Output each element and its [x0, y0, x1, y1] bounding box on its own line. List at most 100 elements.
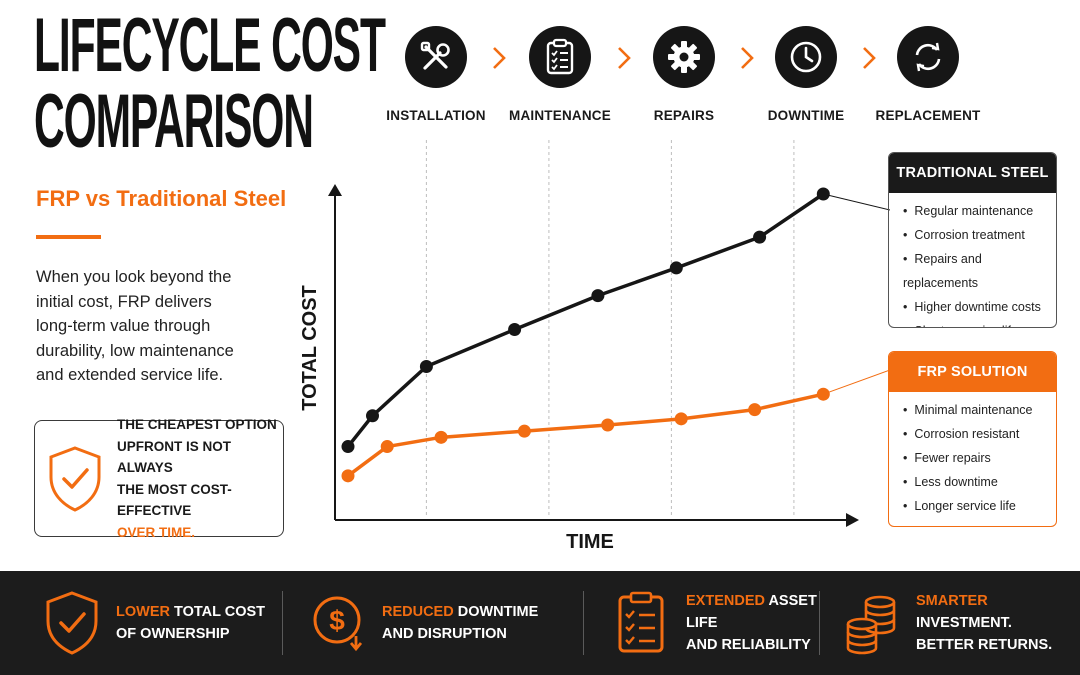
accent-divider: [36, 235, 101, 239]
legend-item: Corrosion resistant: [903, 422, 1056, 446]
legend-item: Minimal maintenance: [903, 398, 1056, 422]
svg-text:$: $: [329, 605, 345, 636]
dollar-down-icon: $: [313, 596, 363, 652]
legend-title: TRADITIONAL STEEL: [889, 153, 1056, 193]
chevron-right-icon: [493, 47, 506, 69]
title-line-1: LIFECYCLE COST: [34, 3, 386, 88]
benefit-rest: INVESTMENT.: [916, 615, 1012, 631]
benefit-text: REDUCED DOWNTIME AND DISRUPTION: [382, 601, 538, 645]
legend-item: Repairs and replacements: [903, 247, 1056, 295]
legend-item: Higher downtime costs: [903, 295, 1056, 319]
frp-solution-point: [601, 418, 615, 432]
benefit-line-1: EXTENDED ASSET LIFE: [686, 590, 819, 634]
traditional-steel-point: [341, 440, 355, 454]
benefit-line-2: OF OWNERSHIP: [116, 626, 230, 642]
benefit-text: EXTENDED ASSET LIFE AND RELIABILITY: [686, 590, 819, 656]
traditional-steel-point: [816, 187, 830, 201]
refresh-icon: [915, 42, 941, 72]
callout-box: THE CHEAPEST OPTION UPFRONT IS NOT ALWAY…: [34, 417, 284, 540]
step-installation: INSTALLATION: [376, 26, 496, 123]
traditional-steel-point: [669, 261, 683, 275]
legend-item: Corrosion treatment: [903, 223, 1056, 247]
benefits-footer: LOWER TOTAL COST OF OWNERSHIP $ REDUCED …: [0, 571, 1080, 675]
step-label: REPLACEMENT: [875, 108, 981, 123]
step-label: MAINTENANCE: [509, 108, 611, 123]
benefit-line-1: LOWER TOTAL COST: [116, 601, 265, 623]
shield-check-icon: [49, 445, 101, 512]
step-label: DOWNTIME: [767, 108, 845, 123]
legend-item: Longer service life: [903, 494, 1056, 518]
title-line-2: COMPARISON: [34, 79, 314, 164]
callout-line-1: THE CHEAPEST OPTION: [117, 417, 277, 432]
legend-traditional-steel: TRADITIONAL STEEL Regular maintenance Co…: [888, 152, 1057, 328]
page-subtitle: FRP vs Traditional Steel: [36, 186, 287, 211]
tools-icon: [420, 41, 450, 70]
frp-solution-point: [816, 387, 830, 401]
legend-item: Regular maintenance: [903, 199, 1056, 223]
frp-solution-point: [674, 412, 688, 426]
series-layer: [341, 187, 830, 483]
footer-divider: [819, 591, 820, 655]
traditional-steel-point: [366, 409, 379, 423]
benefit-highlight: LOWER: [116, 604, 170, 620]
benefit-line-1: SMARTER INVESTMENT.: [916, 590, 1080, 634]
benefit-text: LOWER TOTAL COST OF OWNERSHIP: [116, 601, 265, 645]
step-circle: [405, 26, 467, 88]
footer-divider: [282, 591, 283, 655]
benefit-rest: TOTAL COST: [169, 604, 266, 620]
benefit-text: SMARTER INVESTMENT. BETTER RETURNS.: [916, 590, 1080, 656]
callout-text: THE CHEAPEST OPTION UPFRONT IS NOT ALWAY…: [117, 414, 283, 543]
frp-solution-point: [517, 424, 531, 438]
benefit-line-2: AND RELIABILITY: [686, 637, 811, 653]
benefit-line-1: REDUCED DOWNTIME: [382, 601, 538, 623]
step-circle: [775, 26, 837, 88]
step-label: INSTALLATION: [386, 108, 486, 123]
legend-item: Shorter service life: [903, 319, 1056, 327]
traditional-steel-line: [346, 192, 825, 448]
callout-highlight: OVER TIME.: [117, 524, 196, 540]
benefit-rest: ASSET LIFE: [686, 593, 817, 631]
traditional-steel-point: [508, 323, 522, 337]
chevron-right-icon: [618, 47, 631, 69]
benefit-smarter-investment: SMARTER INVESTMENT. BETTER RETURNS.: [820, 571, 1080, 675]
y-axis-title: TOTAL COST: [299, 285, 321, 411]
frp-solution-point: [341, 469, 355, 483]
y-axis-arrow: [328, 184, 342, 196]
callout-line-2: UPFRONT IS NOT ALWAYS: [117, 438, 231, 476]
clipboard-checklist-icon: [546, 38, 574, 75]
legend-list: Regular maintenance Corrosion treatment …: [889, 193, 1056, 327]
intro-paragraph: When you look beyond the initial cost, F…: [36, 268, 234, 384]
step-maintenance: MAINTENANCE: [500, 26, 620, 123]
frp-solution-line: [346, 392, 824, 478]
step-circle: [529, 26, 591, 88]
legend-list: Minimal maintenance Corrosion resistant …: [889, 392, 1056, 518]
frp-legend-leader: [823, 369, 890, 395]
traditional-steel-point: [591, 289, 605, 303]
stage-gridlines: [425, 140, 795, 518]
chevron-right-icon: [863, 47, 876, 69]
step-repairs: REPAIRS: [624, 26, 744, 123]
benefit-rest: DOWNTIME: [453, 604, 539, 620]
benefit-highlight: SMARTER: [916, 593, 988, 609]
step-downtime: DOWNTIME: [746, 26, 866, 123]
benefit-highlight: EXTENDED: [686, 593, 765, 609]
legend-title: FRP SOLUTION: [889, 352, 1056, 392]
frp-solution-point: [748, 403, 762, 417]
benefit-line-2: AND DISRUPTION: [382, 626, 507, 642]
coin-stack-icon: [846, 595, 896, 655]
traditional-steel-point: [419, 359, 433, 373]
benefit-line-2: BETTER RETURNS.: [916, 637, 1053, 653]
callout-line-3: THE MOST COST-EFFECTIVE: [117, 481, 232, 519]
chevron-right-icon: [741, 47, 754, 69]
checklist-icon: [618, 591, 664, 653]
benefit-reduced-downtime: $ REDUCED DOWNTIME AND DISRUPTION: [283, 571, 583, 675]
legend-item: Fewer repairs: [903, 446, 1056, 470]
benefit-lower-cost: LOWER TOTAL COST OF OWNERSHIP: [0, 571, 282, 675]
shield-check-icon: [46, 591, 98, 655]
page-title: LIFECYCLE COST COMPARISON: [34, 3, 386, 164]
frp-solution-point: [434, 430, 448, 444]
x-axis-title: TIME: [566, 531, 614, 553]
steel-legend-leader: [823, 193, 890, 211]
step-replacement: REPLACEMENT: [868, 26, 988, 123]
x-axis-arrow: [846, 513, 859, 527]
